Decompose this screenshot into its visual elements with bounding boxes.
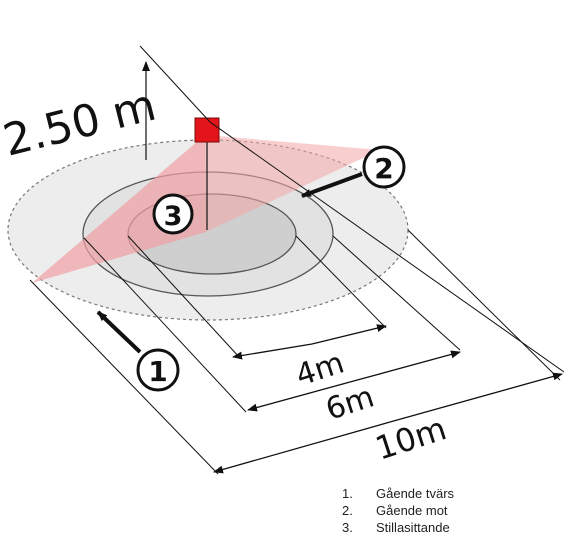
ext-line-outer-left (29, 279, 219, 475)
ext-line-inner-right (295, 235, 387, 329)
detection-fan (32, 135, 380, 283)
dim-label-middle: 6m (322, 379, 379, 427)
dim-arrow-inner-a (232, 343, 313, 360)
height-ref-line-top (139, 45, 211, 123)
legend-item-1-text: Gående tvärs (376, 486, 455, 501)
marker-1-circle (136, 348, 180, 392)
dim-label-inner: 4m (292, 345, 349, 393)
dim-arrow-middle-a (247, 381, 351, 412)
detection-fan-edge (32, 135, 206, 283)
legend-item-1-num: 1. (342, 486, 353, 501)
legend-item-2: 2. Gående mot (342, 502, 454, 519)
legend-item-2-num: 2. (342, 503, 353, 518)
legend-item-2-text: Gående mot (376, 503, 448, 518)
legend-item-3-text: Stillasittande (376, 520, 450, 535)
dim-arrow-inner-b (311, 324, 387, 345)
legend-item-1: 1. Gående tvärs (342, 485, 454, 502)
ext-line-middle-right (332, 235, 461, 351)
marker-3-label: 3 (164, 201, 183, 232)
legend-list: 1. Gående tvärs 2. Gående mot 3. Stillasitt… (342, 485, 454, 536)
marker-2-arrow (301, 172, 363, 198)
marker-3-circle (152, 193, 194, 235)
legend-item-3: 3. Stillasittande (342, 519, 454, 536)
marker-1-label: 1 (148, 355, 167, 388)
marker-2-circle (362, 145, 406, 189)
dim-label-outer: 10m (371, 409, 451, 467)
marker-1-arrow (96, 310, 142, 354)
ext-line-middle-left (83, 237, 247, 413)
ext-line-outer-top (209, 121, 564, 373)
marker-2-label: 2 (374, 152, 393, 185)
ext-line-inner-left (127, 235, 241, 359)
dim-arrow-middle-b (349, 350, 461, 383)
sensor-icon (194, 117, 220, 143)
dim-arrow-outer-a (213, 421, 391, 474)
dim-arrow-outer-b (389, 372, 563, 423)
legend-item-3-num: 3. (342, 520, 353, 535)
ext-line-outer-right (407, 229, 561, 381)
